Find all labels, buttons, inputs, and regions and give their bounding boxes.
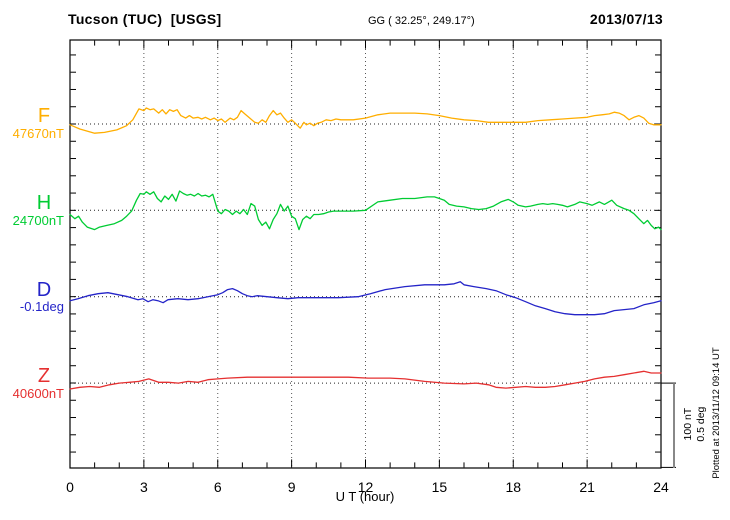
station-title: Tucson (TUC) [USGS] [68,11,222,27]
series-baseline-value-H: 24700nT [12,213,64,228]
x-tick-label-12: 12 [358,479,374,495]
series-baseline-value-F: 47670nT [12,126,64,141]
geographic-coords: GG ( 32.25°, 249.17°) [368,15,475,27]
curve-F [69,107,662,134]
x-tick-label-15: 15 [432,479,448,495]
date-label: 2013/07/13 [589,11,663,27]
plotted-at-note: Plotted at 2013/11/12 09:14 UT [711,347,722,479]
x-tick-label-3: 3 [140,479,148,495]
series-letter-H: H [36,192,52,214]
curve-H [69,190,662,231]
series-letter-D: D [36,279,52,301]
curve-D [69,281,662,316]
x-tick-label-9: 9 [288,479,296,495]
x-tick-label-24: 24 [653,479,669,495]
x-tick-label-18: 18 [505,479,521,495]
x-axis-title: U T (hour) [335,489,395,504]
scale-bar-caption: 100 nT 0.5 deg [682,401,708,447]
series-letter-Z: Z [37,365,51,387]
x-tick-label-0: 0 [66,479,74,495]
x-tick-label-21: 21 [579,479,595,495]
series-letter-F: F [37,105,51,127]
series-baseline-value-Z: 40600nT [12,386,64,401]
plot-frame [69,39,662,469]
x-tick-label-6: 6 [214,479,222,495]
curve-Z [69,370,662,390]
scale-bar-nt-label: 100 nT [681,407,694,441]
series-baseline-value-D: -0.1deg [19,299,64,314]
scale-bar-deg-label: 0.5 deg [695,406,707,442]
